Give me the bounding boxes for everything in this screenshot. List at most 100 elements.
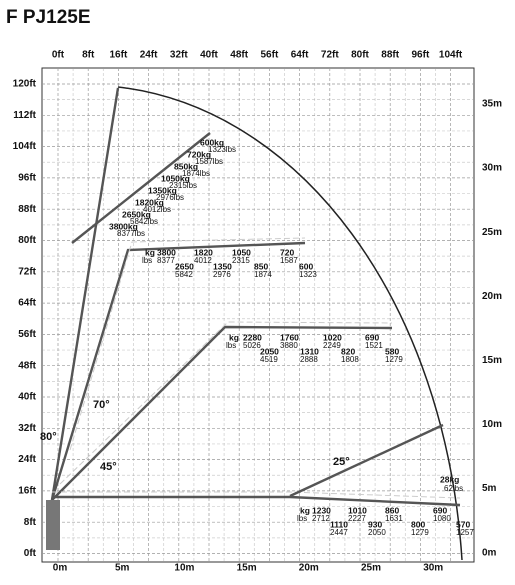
bottom-m-label: 25m: [361, 563, 381, 574]
title: F PJ125E: [6, 7, 91, 28]
boom-70: [50, 241, 306, 501]
unit-kg: kg: [145, 247, 155, 257]
load-lbs: 1257: [456, 528, 474, 537]
load-kg: 1050: [232, 247, 251, 257]
load-kg: 2650: [175, 261, 194, 271]
top-ft-label: 8ft: [82, 50, 95, 61]
load-lbs: 4519: [260, 355, 278, 364]
bottom-m-label: 10m: [174, 563, 194, 574]
load-kg: 850: [254, 261, 268, 271]
top-ft-label: 16ft: [110, 50, 128, 61]
left-ft-label: 8ft: [24, 517, 37, 528]
load-kg: 1350kg: [148, 185, 177, 195]
load-kg: 1010: [348, 505, 367, 515]
left-ft-label: 32ft: [18, 423, 36, 434]
grid: [42, 68, 474, 562]
left-ft-label: 112ft: [13, 110, 36, 121]
crane-base: [46, 500, 60, 550]
top-ft-label: 32ft: [170, 50, 188, 61]
top-ft-label: 96ft: [412, 50, 430, 61]
right-m-label: 30m: [482, 163, 502, 174]
load-lbs: 1279: [385, 355, 403, 364]
load-kg: 800: [411, 519, 425, 529]
unit-lbs: lbs: [226, 341, 236, 350]
load-kg: 2280: [243, 332, 262, 342]
top-ft-label: 88ft: [381, 50, 399, 61]
load-kg: 3800: [157, 247, 176, 257]
load-kg: 1050kg: [161, 173, 190, 183]
load-kg: 3800kg: [109, 221, 138, 231]
load-lbs: 2249: [323, 341, 341, 350]
load-kg: 720: [280, 247, 294, 257]
boom-25: [289, 423, 444, 498]
left-ft-label: 16ft: [18, 486, 36, 497]
load-lbs: 5842lbs: [130, 217, 158, 226]
bottom-m-label: 30m: [423, 563, 443, 574]
load-lbs: 2447: [330, 528, 348, 537]
boom-0: [52, 495, 461, 507]
right-m-label: 10m: [482, 419, 502, 430]
load-kg: 2650kg: [122, 209, 151, 219]
load-kg: 28kg: [440, 474, 459, 484]
left-ft-label: 72ft: [18, 266, 36, 277]
load-lbs: 2712: [312, 514, 330, 523]
right-m-label: 20m: [482, 291, 502, 302]
left-ft-label: 104ft: [13, 141, 37, 152]
load-kg: 930: [368, 519, 382, 529]
right-m-label: 0m: [482, 547, 497, 558]
load-lbs: 1587lbs: [195, 157, 223, 166]
top-ft-label: 40ft: [200, 50, 218, 61]
bottom-m-label: 20m: [299, 563, 319, 574]
boom-45: [51, 325, 393, 501]
load-lbs: 2315lbs: [169, 181, 197, 190]
load-lbs: 2888: [300, 355, 318, 364]
load-kg: 690: [433, 505, 447, 515]
boom-80-jib: [71, 132, 211, 244]
boom-80: [50, 87, 120, 501]
load-kg: 820: [341, 346, 355, 356]
load-lbs: 1279: [411, 528, 429, 537]
load-lbs: 1631: [385, 514, 403, 523]
load-kg: 1350: [213, 261, 232, 271]
top-ft-label: 64ft: [291, 50, 309, 61]
top-ft-label: 80ft: [351, 50, 369, 61]
unit-kg: kg: [300, 505, 310, 515]
load-kg: 1820kg: [135, 197, 164, 207]
frame: [41, 67, 475, 563]
load-lbs: 2976lbs: [156, 193, 184, 202]
load-lbs: 62lbs: [444, 484, 463, 493]
load-lbs: 5842: [175, 270, 193, 279]
load-kg: 1020: [323, 332, 342, 342]
bottom-m-label: 15m: [237, 563, 257, 574]
top-ft-label: 104ft: [439, 50, 463, 61]
load-lbs: 1587: [280, 256, 298, 265]
load-kg: 570: [456, 519, 470, 529]
top-ft-label: 72ft: [321, 50, 339, 61]
load-kg: 600kg: [200, 137, 224, 147]
load-lbs: 4012: [194, 256, 212, 265]
right-m-label: 35m: [482, 99, 502, 110]
booms: [46, 87, 461, 550]
load-kg: 1310: [300, 346, 319, 356]
left-ft-label: 120ft: [13, 79, 37, 90]
left-ft-label: 0ft: [24, 548, 37, 559]
unit-lbs: lbs: [142, 256, 152, 265]
left-ft-label: 80ft: [18, 235, 36, 246]
unit-lbs: lbs: [297, 514, 307, 523]
top-ft-label: 48ft: [230, 50, 248, 61]
load-lbs: 4012lbs: [143, 205, 171, 214]
load-kg: 860: [385, 505, 399, 515]
left-ft-label: 56ft: [18, 329, 36, 340]
range-arc: [117, 86, 463, 561]
left-ft-label: 40ft: [18, 392, 36, 403]
load-kg: 580: [385, 346, 399, 356]
left-ft-label: 64ft: [18, 298, 36, 309]
top-ft-label: 24ft: [140, 50, 158, 61]
load-kg: 1820: [194, 247, 213, 257]
bottom-m-label: 5m: [115, 563, 130, 574]
left-ft-label: 48ft: [18, 360, 36, 371]
load-lbs: 1080: [433, 514, 451, 523]
load-lbs: 8377lbs: [117, 229, 145, 238]
unit-kg: kg: [229, 332, 239, 342]
